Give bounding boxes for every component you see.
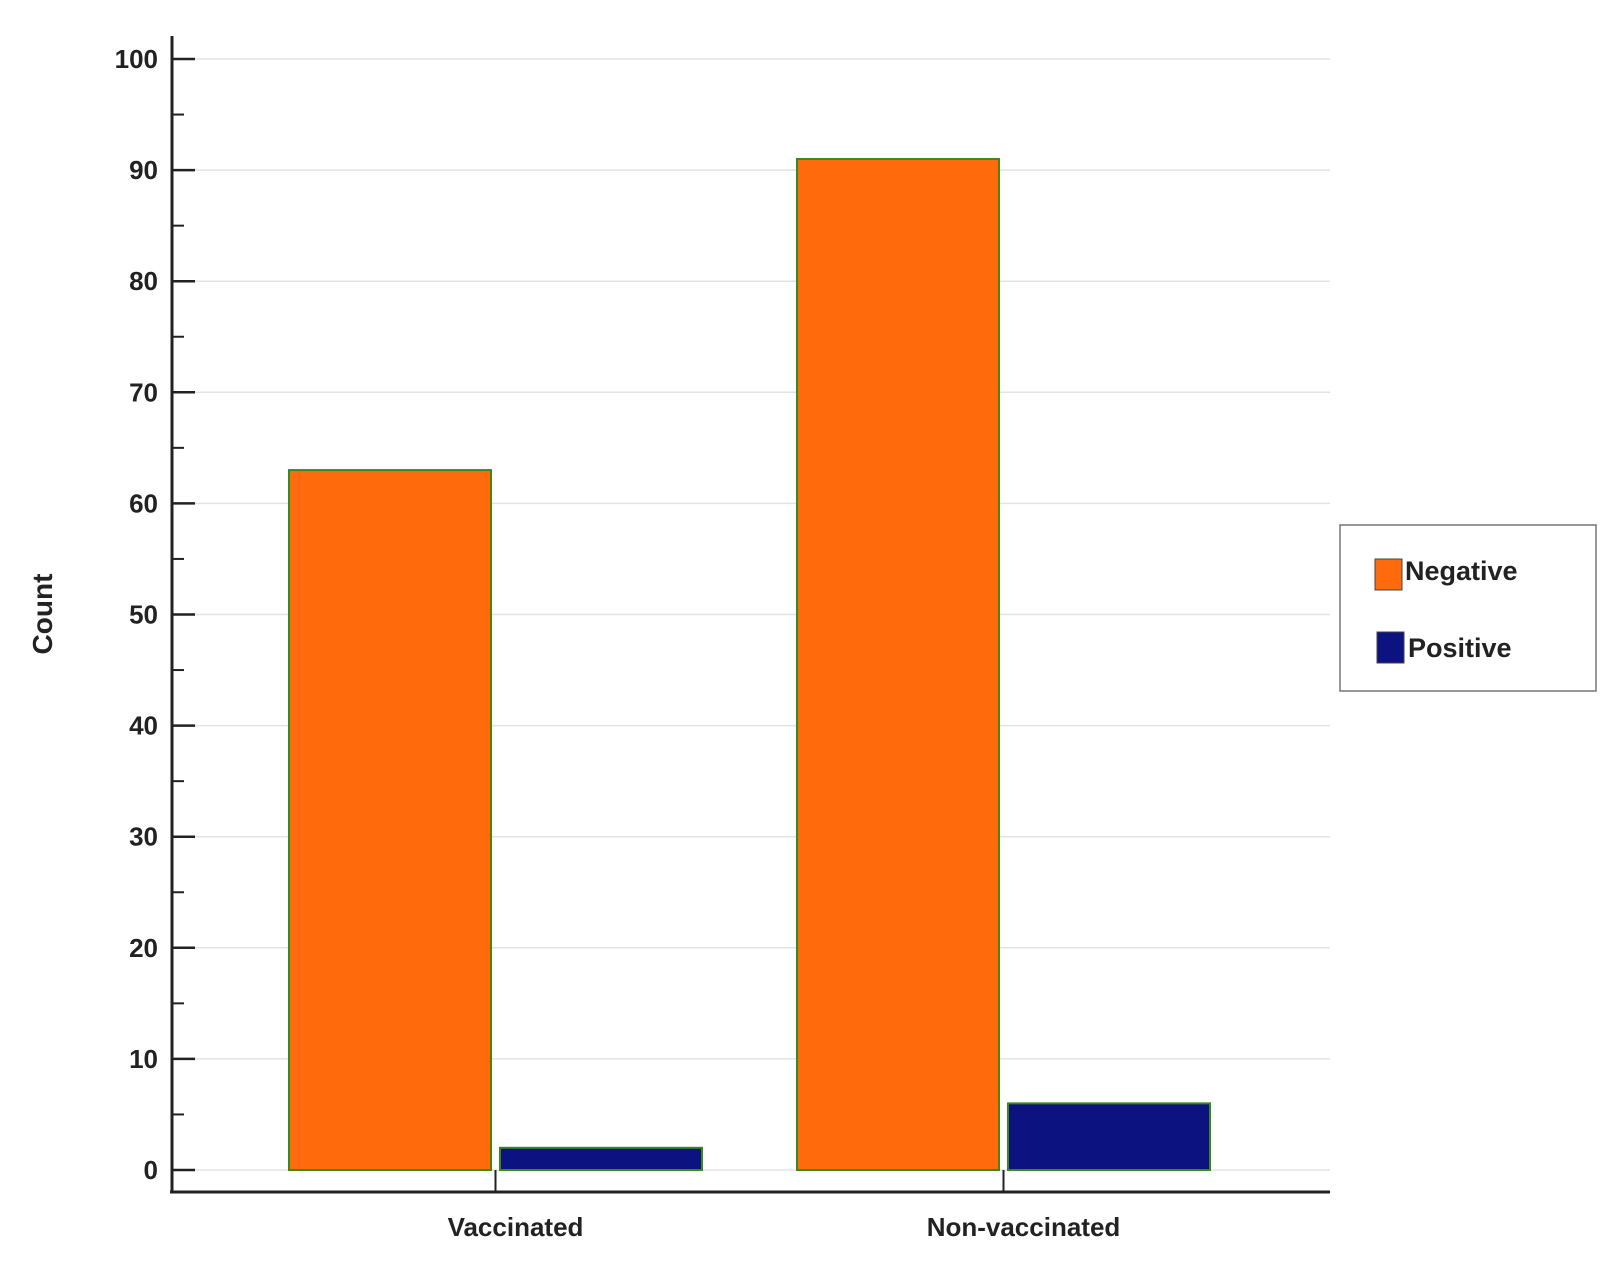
x-tick-label: Non-vaccinated	[927, 1212, 1121, 1242]
y-tick-label: 0	[144, 1155, 158, 1185]
y-axis-ticks: 0 10 20 30 40 50 60 70 80 90 100	[115, 44, 195, 1185]
legend-label-negative: Negative	[1405, 556, 1518, 586]
y-tick-label: 70	[129, 377, 158, 407]
y-tick-label: 40	[129, 711, 158, 741]
bars	[288, 157, 1211, 1172]
y-tick-label: 90	[129, 155, 158, 185]
x-tick-label: Vaccinated	[448, 1212, 584, 1242]
bar-positive-non-vaccinated	[1007, 1102, 1211, 1171]
y-axis-title: Count	[27, 574, 58, 655]
y-tick-label: 60	[129, 488, 158, 518]
x-axis-ticks: Vaccinated Non-vaccinated	[448, 1170, 1121, 1242]
y-tick-label: 50	[129, 600, 158, 630]
y-tick-label: 20	[129, 933, 158, 963]
bar-positive-vaccinated	[499, 1146, 703, 1172]
bar-negative-vaccinated	[288, 469, 492, 1171]
bar-negative-non-vaccinated	[796, 157, 1000, 1172]
y-tick-label: 100	[115, 44, 158, 74]
y-tick-label: 80	[129, 266, 158, 296]
legend-swatch-positive	[1376, 631, 1405, 664]
legend-swatch-negative	[1374, 558, 1403, 591]
y-tick-label: 10	[129, 1044, 158, 1074]
y-tick-label: 30	[129, 822, 158, 852]
legend-label-positive: Positive	[1408, 633, 1512, 663]
legend: Negative Positive	[1339, 524, 1597, 692]
legend-box	[1339, 524, 1597, 692]
